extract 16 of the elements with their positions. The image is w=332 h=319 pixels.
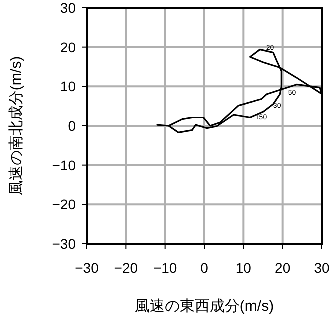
y-tick-label: 20 xyxy=(60,39,76,56)
x-tick-label: −30 xyxy=(75,260,100,276)
y-axis-title: 風速の南北成分(m/s) xyxy=(8,56,25,196)
y-tick-label: −10 xyxy=(52,157,76,174)
x-tick-label: −20 xyxy=(114,260,138,276)
x-tick-label: 20 xyxy=(275,260,291,276)
x-tick-label: −10 xyxy=(153,260,178,276)
x-tick-label: 30 xyxy=(314,260,330,276)
x-tick-label: 10 xyxy=(236,260,252,276)
x-tick-label: 0 xyxy=(200,260,209,276)
y-tick-label: 10 xyxy=(60,78,76,95)
y-tick-label: 30 xyxy=(60,0,76,16)
y-tick-label: −30 xyxy=(52,236,76,252)
x-axis-title: 風速の東西成分(m/s) xyxy=(134,298,274,315)
y-tick-label: −20 xyxy=(52,196,76,213)
y-tick-label: 0 xyxy=(68,118,76,134)
